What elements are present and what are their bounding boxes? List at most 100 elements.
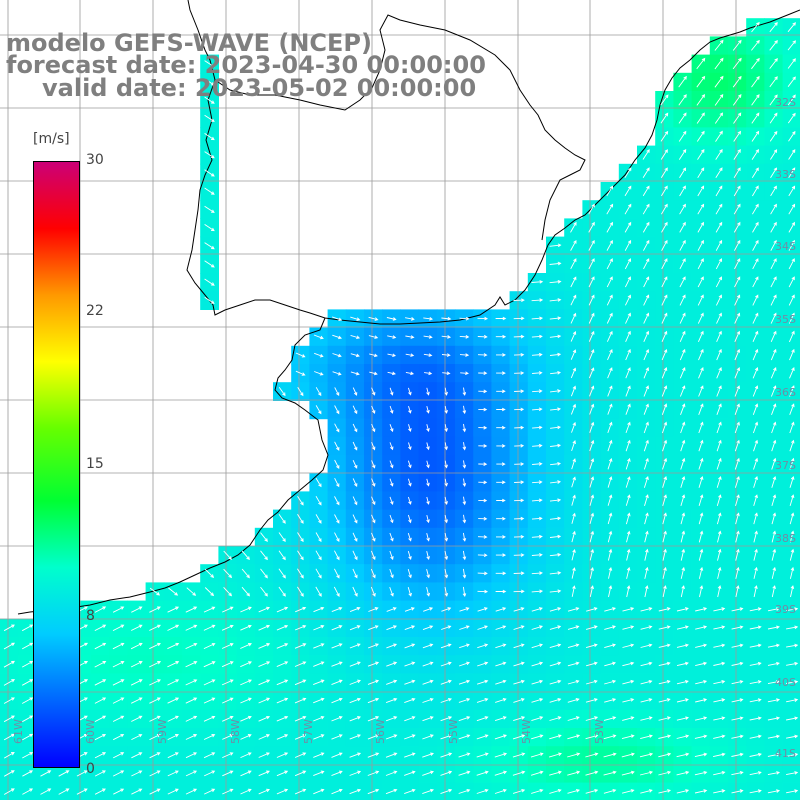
wind-arrow: [625, 330, 631, 342]
wind-arrow: [624, 185, 632, 197]
wind-arrow: [297, 532, 304, 543]
wind-arrow: [604, 661, 616, 667]
wind-arrow: [751, 130, 760, 142]
wind-arrow: [260, 550, 268, 561]
wind-arrow: [297, 495, 304, 506]
wind-arrow: [203, 697, 216, 704]
wind-arrow: [426, 568, 430, 579]
wind-arrow: [21, 679, 34, 686]
wind-arrow: [603, 716, 617, 721]
wind-arrow: [407, 550, 412, 561]
wind-arrow: [297, 568, 304, 579]
wind-arrow: [604, 679, 617, 685]
wind-arrow: [751, 167, 759, 178]
wind-arrow: [185, 679, 198, 686]
wind-arrow: [767, 607, 780, 612]
wind-arrow: [715, 239, 723, 251]
wind-arrow: [462, 387, 467, 396]
wind-arrow: [643, 312, 650, 324]
wind-arrow: [735, 566, 740, 579]
wind-arrow: [660, 149, 668, 160]
wind-arrow: [314, 352, 324, 358]
wind-arrow: [496, 462, 506, 466]
wind-arrow: [570, 294, 577, 306]
colorbar-tick-0: 0: [86, 761, 95, 777]
wind-arrow: [715, 149, 723, 160]
wind-arrow: [531, 498, 543, 503]
wind-arrow: [371, 442, 376, 451]
wind-arrow: [752, 421, 759, 434]
wind-arrow: [204, 151, 215, 159]
colorbar-units: [m/s]: [33, 131, 70, 147]
wind-arrow: [422, 661, 434, 667]
wind-arrow: [297, 386, 304, 397]
wind-arrow: [422, 770, 434, 776]
wind-arrow: [771, 403, 777, 415]
wind-arrow: [367, 734, 380, 740]
wind-arrow: [607, 494, 613, 506]
wind-arrow: [350, 316, 361, 321]
wind-arrow: [389, 568, 394, 579]
wind-arrow: [94, 733, 107, 741]
wind-arrow: [334, 423, 340, 433]
wind-arrow: [204, 770, 216, 777]
wind-arrow: [405, 335, 415, 339]
wind-arrow: [349, 679, 361, 685]
wind-arrow: [371, 460, 376, 469]
wind-arrow: [494, 716, 507, 722]
wind-arrow: [444, 568, 449, 579]
wind-arrow: [386, 317, 397, 321]
wind-arrow: [531, 516, 543, 521]
lon-label-60w: 60W: [84, 719, 97, 744]
coastline-interior-path: [214, 14, 586, 241]
wind-arrow: [680, 439, 686, 452]
wind-arrow: [695, 661, 708, 667]
wind-arrow: [389, 405, 394, 414]
wind-arrow: [678, 112, 687, 124]
wind-arrow: [770, 312, 777, 324]
wind-arrow: [478, 389, 488, 394]
wind-arrow: [661, 221, 668, 233]
wind-arrow: [494, 752, 508, 758]
wind-arrow: [352, 586, 358, 597]
wind-arrow: [731, 734, 744, 739]
wind-arrow: [422, 752, 434, 758]
wind-arrow: [313, 661, 325, 667]
wind-arrow: [260, 586, 268, 597]
wind-arrow: [716, 348, 722, 361]
wind-arrow: [676, 789, 690, 794]
wind-arrow: [22, 770, 34, 777]
wind-arrow: [658, 661, 671, 667]
wind-arrow: [549, 552, 562, 557]
wind-arrow: [640, 679, 653, 685]
wind-arrow: [749, 698, 762, 703]
wind-arrow: [459, 625, 470, 630]
wind-arrow: [240, 770, 252, 777]
wind-arrow: [368, 316, 379, 321]
wind-arrow: [752, 239, 759, 251]
wind-arrow: [788, 294, 795, 306]
wind-arrow: [604, 625, 617, 630]
wind-arrow: [352, 496, 358, 506]
wind-arrow: [494, 788, 507, 794]
wind-arrow: [640, 607, 653, 612]
wind-arrow: [496, 516, 506, 521]
wind-arrow: [459, 353, 470, 357]
wind-arrow: [331, 770, 343, 777]
wind-arrow: [714, 93, 724, 106]
wind-arrow: [571, 458, 576, 470]
wind-arrow: [661, 276, 668, 288]
wind-arrow: [607, 530, 613, 543]
wind-arrow: [112, 661, 125, 668]
wind-arrow: [643, 367, 650, 379]
wind-arrow: [788, 167, 796, 178]
wind-arrow: [331, 716, 343, 722]
wind-arrow: [495, 661, 507, 667]
wind-arrow: [771, 548, 777, 561]
wind-arrow: [444, 424, 448, 433]
wind-arrow: [313, 697, 325, 704]
colorbar: [33, 161, 80, 768]
wind-arrow: [751, 94, 760, 106]
wind-arrow: [697, 258, 704, 270]
wind-arrow: [477, 553, 488, 558]
